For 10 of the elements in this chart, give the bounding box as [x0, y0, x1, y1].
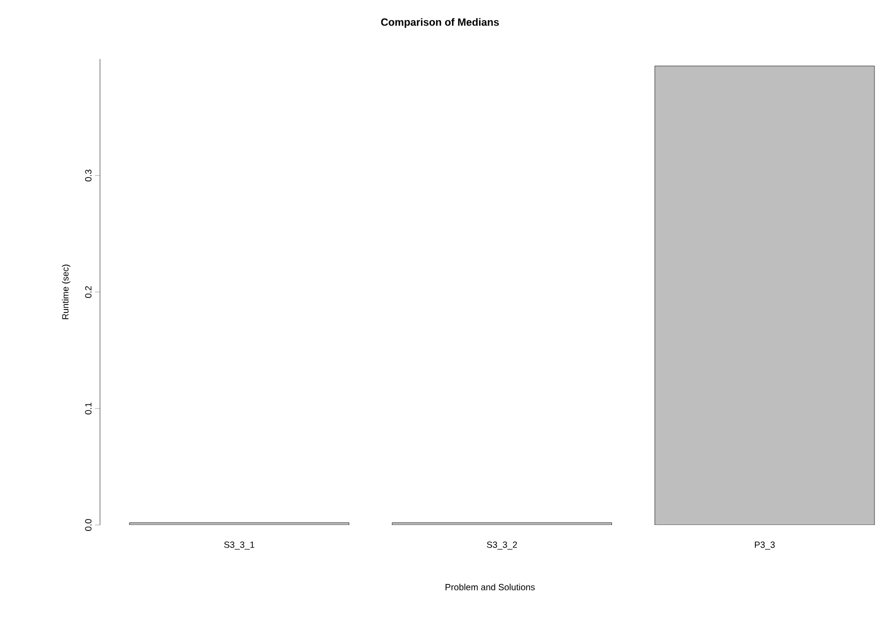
y-tick-label: 0.2 — [85, 286, 92, 298]
x-tick-label: S3_3_1 — [224, 542, 254, 550]
x-tick-label: S3_3_2 — [486, 542, 517, 550]
chart-title: Comparison of Medians — [381, 18, 499, 28]
y-axis-title: Runtime (sec) — [62, 264, 70, 320]
x-tick-label: P3_3 — [754, 542, 775, 550]
x-axis-title: Problem and Solutions — [446, 584, 535, 590]
y-tick-label: 0.1 — [85, 402, 92, 414]
y-tick-label: 0.3 — [85, 170, 92, 182]
y-tick-label: 0.0 — [85, 519, 92, 531]
